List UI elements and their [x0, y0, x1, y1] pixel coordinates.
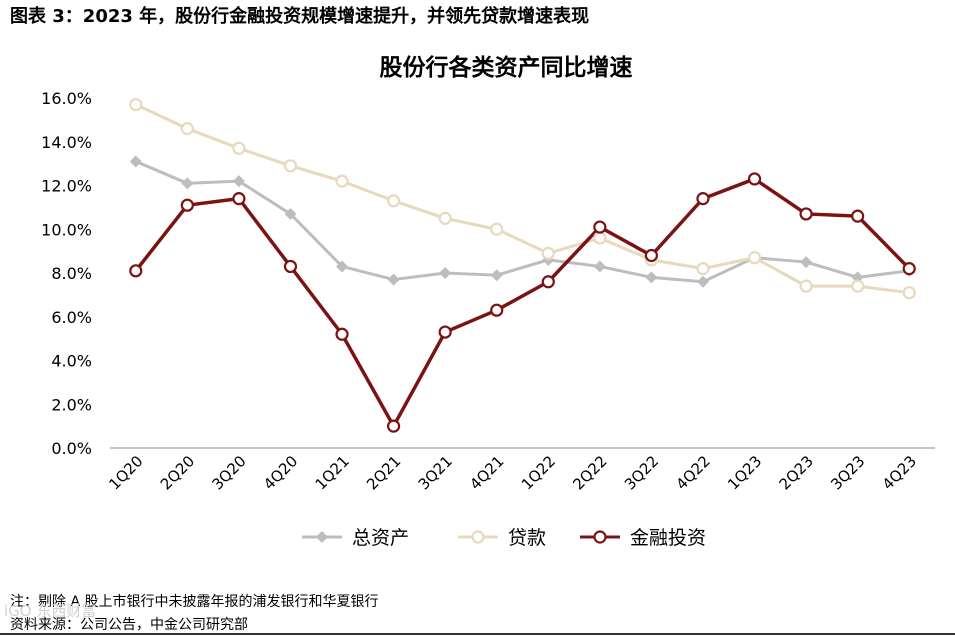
data-point: [644, 248, 659, 263]
data-point: [799, 279, 813, 293]
data-point: [902, 286, 916, 300]
y-tick-label: 14.0%: [41, 133, 92, 152]
data-point: [593, 231, 607, 245]
data-point: [232, 141, 246, 155]
legend-marker: [316, 531, 328, 543]
data-point: [800, 256, 813, 269]
x-tick-label: 2Q22: [569, 452, 610, 493]
series-line: [135, 103, 910, 295]
x-tick-label: 1Q23: [724, 452, 765, 493]
data-point: [284, 207, 297, 220]
y-tick-label: 6.0%: [51, 308, 92, 327]
x-tick-label: 4Q23: [879, 452, 920, 493]
data-point: [593, 260, 606, 273]
data-point: [696, 192, 710, 206]
figure-title: 图表 3：2023 年，股份行金融投资规模增速提升，并领先贷款增速表现: [10, 6, 590, 27]
legend: 总资产 贷款 金融投资: [302, 527, 706, 549]
data-point: [851, 209, 865, 223]
data-point: [180, 122, 194, 136]
data-point: [902, 262, 916, 276]
data-point: [386, 419, 401, 433]
x-tick-label: 2Q20: [157, 452, 198, 493]
data-point: [386, 194, 401, 208]
x-tick-label: 3Q21: [415, 452, 456, 493]
y-tick-label: 4.0%: [51, 352, 92, 371]
data-point: [232, 192, 246, 206]
data-point: [129, 97, 143, 112]
x-tick-label: 2Q23: [776, 452, 817, 493]
x-tick-label: 4Q22: [672, 452, 713, 493]
data-point: [490, 303, 504, 317]
y-tick-label: 16.0%: [41, 89, 92, 108]
data-point: [438, 211, 452, 225]
data-point: [438, 325, 452, 339]
data-point: [747, 172, 762, 186]
y-axis-tick-labels: 0.0% 2.0% 4.0% 6.0% 8.0% 10.0% 12.0% 14.0% 16.0%: [41, 89, 92, 458]
data-point: [696, 275, 709, 288]
data-point: [696, 262, 710, 276]
source-note: 资料来源：公司公告，中金公司研究部: [10, 617, 248, 633]
x-tick-label: 1Q20: [105, 452, 146, 493]
data-point: [335, 174, 349, 188]
data-point: [181, 177, 194, 190]
y-tick-label: 12.0%: [41, 177, 92, 196]
y-tick-label: 2.0%: [51, 395, 92, 414]
data-point: [387, 273, 400, 286]
data-point: [283, 159, 298, 173]
data-point: [439, 267, 452, 279]
series-line: [134, 177, 911, 428]
legend-marker: [471, 530, 485, 544]
series-markers: [129, 97, 916, 433]
legend-label: 金融投资: [630, 527, 706, 549]
watermark: iGO 东西财富: [4, 602, 97, 620]
y-tick-label: 0.0%: [51, 439, 92, 458]
data-point: [335, 327, 349, 341]
x-tick-label: 4Q20: [260, 452, 301, 493]
y-tick-label: 8.0%: [51, 264, 92, 283]
x-tick-label: 1Q22: [518, 452, 559, 493]
data-point: [129, 155, 142, 168]
data-point: [541, 246, 555, 260]
data-point: [851, 279, 865, 293]
data-point: [645, 271, 658, 284]
x-axis-tick-labels: 1Q20 2Q20 3Q20 4Q20 1Q21 2Q21 3Q21 4Q21 1Q22 2Q22…: [105, 452, 920, 493]
x-tick-label: 2Q21: [363, 452, 404, 493]
data-point: [283, 259, 298, 274]
data-point: [541, 275, 555, 289]
data-point: [490, 222, 504, 236]
x-tick-label: 4Q21: [466, 452, 507, 493]
data-point: [490, 269, 503, 282]
data-point: [336, 260, 349, 273]
series-lines: [134, 103, 911, 428]
data-point: [180, 198, 194, 212]
data-point: [593, 220, 607, 234]
line-chart: 股份行各类资产同比增速 0.0% 2.0% 4.0% 6.0% 8.0% 10.0% 12.…: [41, 54, 935, 549]
legend-marker: [593, 530, 607, 544]
data-point: [747, 251, 762, 265]
footnote: 注：剔除 A 股上市银行中未披露年报的浦发银行和华夏银行: [10, 594, 379, 610]
chart-title: 股份行各类资产同比增速: [380, 54, 633, 81]
legend-label: 总资产: [352, 527, 409, 549]
legend-label: 贷款: [508, 527, 546, 549]
x-tick-label: 3Q23: [827, 452, 868, 493]
x-tick-label: 1Q21: [312, 452, 353, 493]
y-tick-label: 10.0%: [41, 220, 92, 239]
data-point: [799, 207, 813, 221]
bottom-rule: [0, 633, 955, 635]
data-point: [232, 175, 245, 188]
series-line: [135, 160, 910, 284]
data-point: [129, 264, 143, 278]
x-tick-label: 3Q22: [621, 452, 662, 493]
x-tick-label: 3Q20: [208, 452, 249, 493]
